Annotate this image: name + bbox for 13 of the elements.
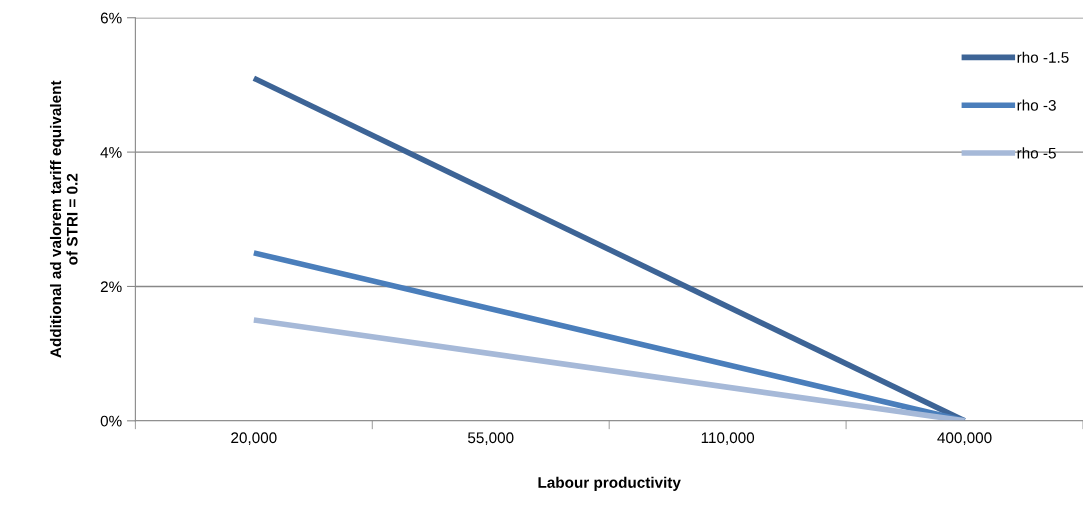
x-tick-label: 20,000 — [231, 432, 277, 445]
legend-label: rho -5 — [1017, 147, 1056, 159]
y-tick-label: 0% — [100, 415, 122, 427]
legend-label: rho -3 — [1017, 99, 1056, 111]
x-tick-label: 110,000 — [701, 432, 755, 445]
x-axis-title: Labour productivity — [538, 476, 681, 491]
y-tick-label: 2% — [100, 281, 122, 293]
y-tick-label: 6% — [100, 12, 122, 24]
y-axis-title: Additional ad valorem tariff equivalent of STRI = 0.2 — [49, 80, 78, 358]
x-tick-label: 55,000 — [467, 432, 514, 445]
y-tick-label: 4% — [100, 147, 122, 158]
legend-label: rho -1.5 — [1017, 51, 1069, 63]
x-tick-label: 400,000 — [937, 432, 992, 445]
